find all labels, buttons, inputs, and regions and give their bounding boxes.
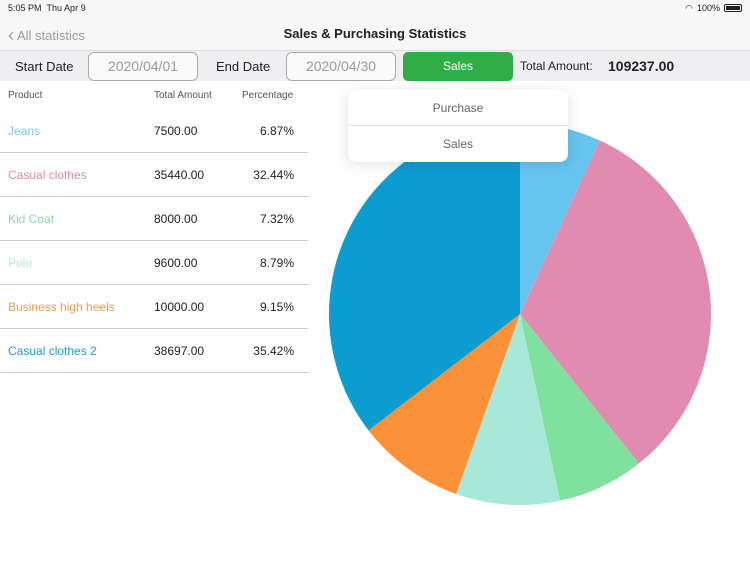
chevron-left-icon: ‹: [8, 25, 14, 45]
product-name: Casual clothes 2: [8, 344, 97, 358]
navigation-bar: ‹ All statistics Sales & Purchasing Stati…: [0, 16, 750, 51]
product-percent: 32.44%: [253, 168, 294, 182]
product-name: Polo: [8, 256, 33, 270]
product-percent: 7.32%: [259, 212, 294, 226]
product-percent: 8.79%: [259, 256, 294, 270]
product-name: Business high heels: [8, 300, 115, 314]
pie-slice-casual-clothes[interactable]: [520, 140, 711, 464]
product-amount: 10000.00: [154, 300, 205, 314]
product-amount: 7500.00: [154, 124, 198, 138]
total-amount-label: Total Amount:: [520, 59, 593, 73]
start-date-field[interactable]: 2020/04/01: [88, 52, 198, 81]
type-select-button[interactable]: Sales: [403, 52, 513, 81]
pie-slice-polo[interactable]: [456, 314, 561, 505]
pie-slice-jeans[interactable]: [520, 123, 600, 314]
table-row[interactable]: Polo 9600.00 8.79%: [0, 241, 308, 285]
product-name: Jeans: [8, 124, 41, 138]
battery-text: 100%: [696, 3, 720, 13]
product-percent: 9.15%: [259, 300, 294, 314]
filter-bar: Start Date 2020/04/01 End Date 2020/04/3…: [0, 51, 750, 81]
total-amount-value: 109237.00: [608, 58, 675, 74]
status-time: 5:05 PM: [8, 3, 42, 13]
pie-slice-business-high-heels[interactable]: [368, 314, 520, 495]
table-row[interactable]: Business high heels 10000.00 9.15%: [0, 285, 308, 329]
battery-icon: [724, 4, 742, 12]
pie-slice-casual-clothes-2[interactable]: [329, 123, 520, 431]
product-amount: 9600.00: [154, 256, 198, 270]
popover-option-sales[interactable]: Sales: [442, 137, 474, 151]
table-row[interactable]: Kid Coat 8000.00 7.32%: [0, 197, 308, 241]
status-bar: 5:05 PM Thu Apr 9 ◠ 100%: [0, 0, 750, 16]
table-row[interactable]: Casual clothes 2 38697.00 35.42%: [0, 329, 308, 373]
table-header: Product Total Amount Percentage: [0, 81, 308, 109]
start-date-label: Start Date: [15, 59, 74, 74]
product-amount: 8000.00: [154, 212, 198, 226]
end-date-label: End Date: [216, 59, 271, 74]
product-table: Product Total Amount Percentage Jeans 75…: [0, 81, 308, 373]
product-name: Kid Coat: [8, 212, 55, 226]
product-percent: 6.87%: [259, 124, 294, 138]
table-row[interactable]: Jeans 7500.00 6.87%: [0, 109, 308, 153]
product-amount: 38697.00: [154, 344, 205, 358]
product-percent: 35.42%: [253, 344, 294, 358]
back-label: All statistics: [17, 28, 85, 43]
header-product: Product: [8, 90, 43, 101]
status-date: Thu Apr 9: [46, 3, 86, 13]
wifi-icon: ◠: [685, 2, 693, 13]
back-button[interactable]: ‹ All statistics: [8, 25, 85, 46]
page-title: Sales & Purchasing Statistics: [283, 26, 467, 41]
table-row[interactable]: Casual clothes 35440.00 32.44%: [0, 153, 308, 197]
end-date-field[interactable]: 2020/04/30: [286, 52, 396, 81]
header-percentage: Percentage: [242, 90, 294, 101]
product-name: Casual clothes: [8, 168, 87, 182]
pie-slice-kid-coat[interactable]: [520, 314, 639, 501]
product-amount: 35440.00: [154, 168, 205, 182]
header-total-amount: Total Amount: [154, 90, 212, 101]
type-popover: Purchase Sales: [348, 83, 568, 162]
popover-option-purchase[interactable]: Purchase: [348, 90, 568, 126]
